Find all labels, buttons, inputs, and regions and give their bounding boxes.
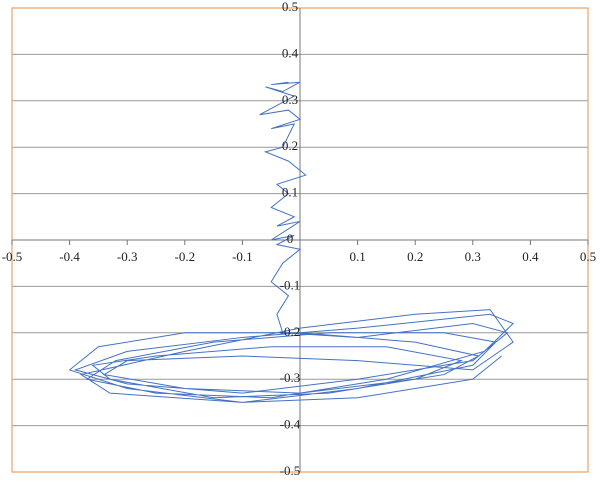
x-tick-label: -0.5 [2,249,23,264]
y-tick-label: -0.3 [280,370,301,385]
y-tick-label: -0.4 [280,417,301,432]
x-tick-label: -0.1 [232,249,253,264]
y-tick-label: 0.4 [282,45,299,60]
x-tick-label: -0.4 [59,249,80,264]
y-tick-label: 0.2 [282,138,298,153]
x-tick-label: 0.5 [580,249,596,264]
y-tick-label: 0.3 [282,92,298,107]
y-tick-label: -0.1 [280,277,301,292]
y-tick-label: 0.5 [282,0,298,14]
y-tick-label: 0 [287,231,294,246]
trajectory [68,81,515,403]
x-tick-label: -0.3 [117,249,138,264]
y-tick-label: -0.2 [280,324,301,339]
x-tick-label: 0.4 [522,249,539,264]
y-tick-label: 0.1 [282,185,298,200]
x-tick-label: 0.3 [465,249,481,264]
x-tick-label: -0.2 [175,249,196,264]
x-tick-label: 0.1 [349,249,365,264]
y-tick-label: -0.5 [280,463,301,478]
x-tick-label: 0.2 [407,249,423,264]
